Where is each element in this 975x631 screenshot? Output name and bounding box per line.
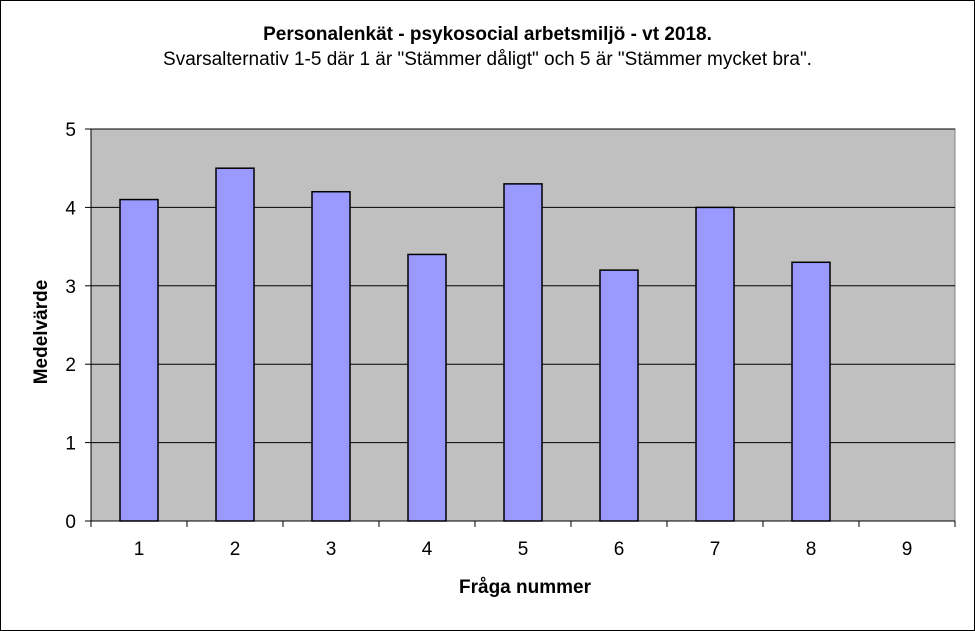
- x-tick-label: 8: [806, 539, 817, 560]
- y-axis-label: Medelvärde: [31, 280, 52, 385]
- bar: [119, 198, 159, 522]
- x-axis-label: Fråga nummer: [459, 577, 592, 598]
- x-tick-labels: 1 2 3 4 5 6 7 8 9: [134, 539, 913, 560]
- x-tick-label: 3: [326, 539, 337, 560]
- bar: [311, 190, 351, 522]
- x-tick-label: 6: [614, 539, 625, 560]
- y-tick-label: 1: [65, 434, 76, 455]
- y-tick-label: 5: [65, 120, 76, 141]
- x-tick-label: 9: [902, 539, 913, 560]
- bar: [791, 261, 831, 522]
- bar: [695, 206, 735, 522]
- bar: [407, 253, 447, 522]
- y-tick-label: 3: [65, 277, 76, 298]
- x-tick-label: 1: [134, 539, 145, 560]
- y-tick-label: 4: [65, 198, 76, 219]
- y-tick-label: 2: [65, 355, 76, 376]
- bar: [599, 269, 639, 522]
- chart-subtitle: Svarsalternativ 1-5 där 1 är "Stämmer då…: [163, 49, 812, 70]
- bar: [215, 167, 255, 522]
- x-tick-label: 4: [422, 539, 433, 560]
- y-tick-label: 0: [65, 512, 76, 533]
- bar: [503, 183, 543, 522]
- x-tick-label: 2: [230, 539, 241, 560]
- x-tick-label: 5: [518, 539, 529, 560]
- x-tick-label: 7: [710, 539, 721, 560]
- y-tick-labels: 0 1 2 3 4 5: [65, 120, 76, 533]
- chart-title: Personalenkät - psykosocial arbetsmiljö …: [263, 24, 712, 45]
- axes: [85, 128, 956, 527]
- bars: [119, 167, 831, 522]
